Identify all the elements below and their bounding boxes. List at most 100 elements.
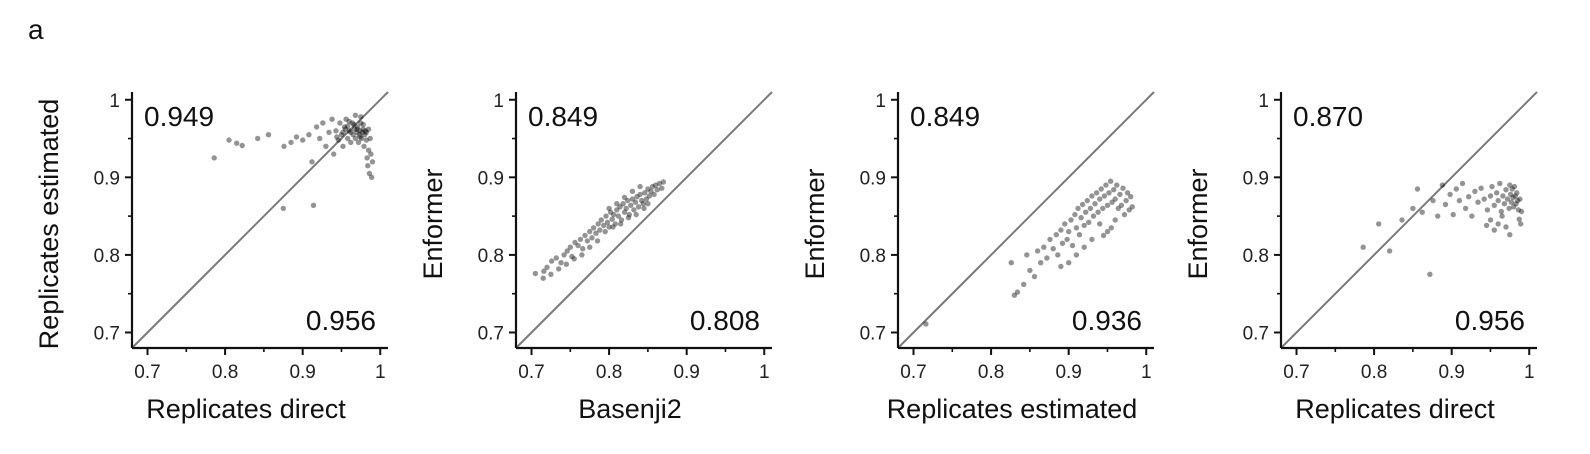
data-point	[211, 155, 217, 161]
data-point	[1511, 204, 1517, 210]
data-point	[1075, 205, 1081, 212]
data-point	[1097, 196, 1103, 202]
data-point	[1104, 202, 1111, 208]
data-point	[569, 253, 575, 260]
data-point	[1089, 193, 1095, 199]
data-point	[357, 134, 363, 140]
data-point	[1478, 185, 1484, 191]
data-point	[1360, 244, 1366, 250]
y-tick-label: 0.8	[1243, 246, 1269, 267]
data-point	[1038, 260, 1044, 266]
data-point	[1059, 240, 1066, 246]
data-point	[606, 205, 612, 212]
data-point	[1078, 215, 1084, 221]
data-point	[358, 114, 364, 120]
data-point	[342, 126, 348, 132]
data-point	[1450, 211, 1456, 218]
data-point	[1095, 209, 1101, 215]
data-point	[1504, 196, 1511, 202]
data-point	[1106, 190, 1112, 196]
data-point	[1087, 205, 1094, 212]
data-point	[1435, 213, 1441, 219]
x-tick-label: 0.9	[289, 362, 315, 383]
data-point	[1500, 193, 1506, 199]
y-tick-label: 0.9	[860, 168, 886, 189]
data-point	[1512, 193, 1519, 199]
data-point	[1518, 221, 1524, 227]
data-point	[571, 256, 577, 262]
data-point	[640, 201, 646, 207]
data-point	[1489, 183, 1495, 190]
data-point	[1068, 217, 1074, 223]
correlation-bottom-right: 0.956	[306, 305, 376, 336]
data-point	[1509, 186, 1515, 192]
data-point	[1410, 205, 1416, 212]
data-point	[1475, 199, 1481, 205]
data-point	[637, 191, 643, 198]
data-point	[589, 235, 595, 241]
data-point	[651, 191, 657, 198]
data-point	[365, 163, 371, 169]
data-point	[1514, 197, 1521, 204]
data-point	[1507, 191, 1514, 198]
data-point	[602, 228, 608, 235]
x-tick-label: 1	[1141, 362, 1152, 383]
data-point	[1126, 207, 1132, 213]
data-point	[645, 186, 651, 192]
data-point	[300, 137, 306, 143]
data-point	[363, 129, 369, 135]
data-point	[358, 135, 365, 142]
data-point	[1507, 232, 1513, 238]
data-point	[541, 268, 547, 274]
data-point	[1072, 211, 1078, 218]
x-tick-label: 0.8	[596, 362, 622, 383]
data-point	[623, 205, 629, 212]
data-point	[1494, 190, 1500, 196]
data-point	[532, 270, 539, 277]
data-point	[340, 143, 346, 149]
chart-panel-1: 0.7 0.8 0.9 1 0.7 0.8 0.9 1 Replicates direct Rep…	[34, 91, 389, 424]
x-axis-title: Replicates estimated	[887, 394, 1138, 424]
data-point	[365, 126, 372, 132]
data-point	[660, 179, 667, 185]
data-point	[348, 129, 354, 135]
x-tick-label: 1	[1524, 362, 1535, 383]
data-point	[362, 132, 368, 138]
y-tick-label: 0.7	[1243, 323, 1269, 344]
data-point	[349, 120, 355, 126]
data-point	[606, 224, 612, 230]
data-point	[1076, 232, 1083, 238]
data-point	[1503, 187, 1509, 193]
data-point	[363, 137, 369, 143]
y-axis-title: Enformer	[418, 168, 448, 279]
data-point	[354, 129, 360, 135]
data-point	[563, 261, 570, 267]
data-point	[637, 183, 643, 190]
y-tick-label: 1	[875, 91, 886, 112]
data-point	[360, 126, 366, 132]
data-point	[604, 219, 611, 225]
data-point	[1459, 180, 1466, 187]
correlation-bottom-right: 0.956	[1455, 305, 1525, 336]
data-point	[337, 120, 343, 126]
data-point	[1456, 197, 1463, 204]
data-point	[594, 238, 601, 244]
data-point	[611, 211, 617, 218]
data-point	[1491, 227, 1498, 233]
data-point	[1517, 196, 1523, 202]
data-point	[331, 151, 337, 157]
y-tick-label: 1	[1258, 91, 1269, 112]
y-axis-title: Replicates estimated	[34, 99, 64, 350]
correlation-top-left: 0.949	[144, 101, 214, 132]
data-point	[369, 159, 376, 165]
data-point	[1518, 208, 1525, 215]
data-point	[1513, 201, 1519, 207]
data-point	[234, 140, 240, 146]
data-point	[612, 221, 618, 227]
data-point	[1442, 201, 1449, 208]
data-point	[323, 143, 329, 149]
data-point	[1089, 236, 1095, 243]
data-point	[558, 260, 564, 266]
correlation-top-left: 0.849	[528, 101, 598, 132]
